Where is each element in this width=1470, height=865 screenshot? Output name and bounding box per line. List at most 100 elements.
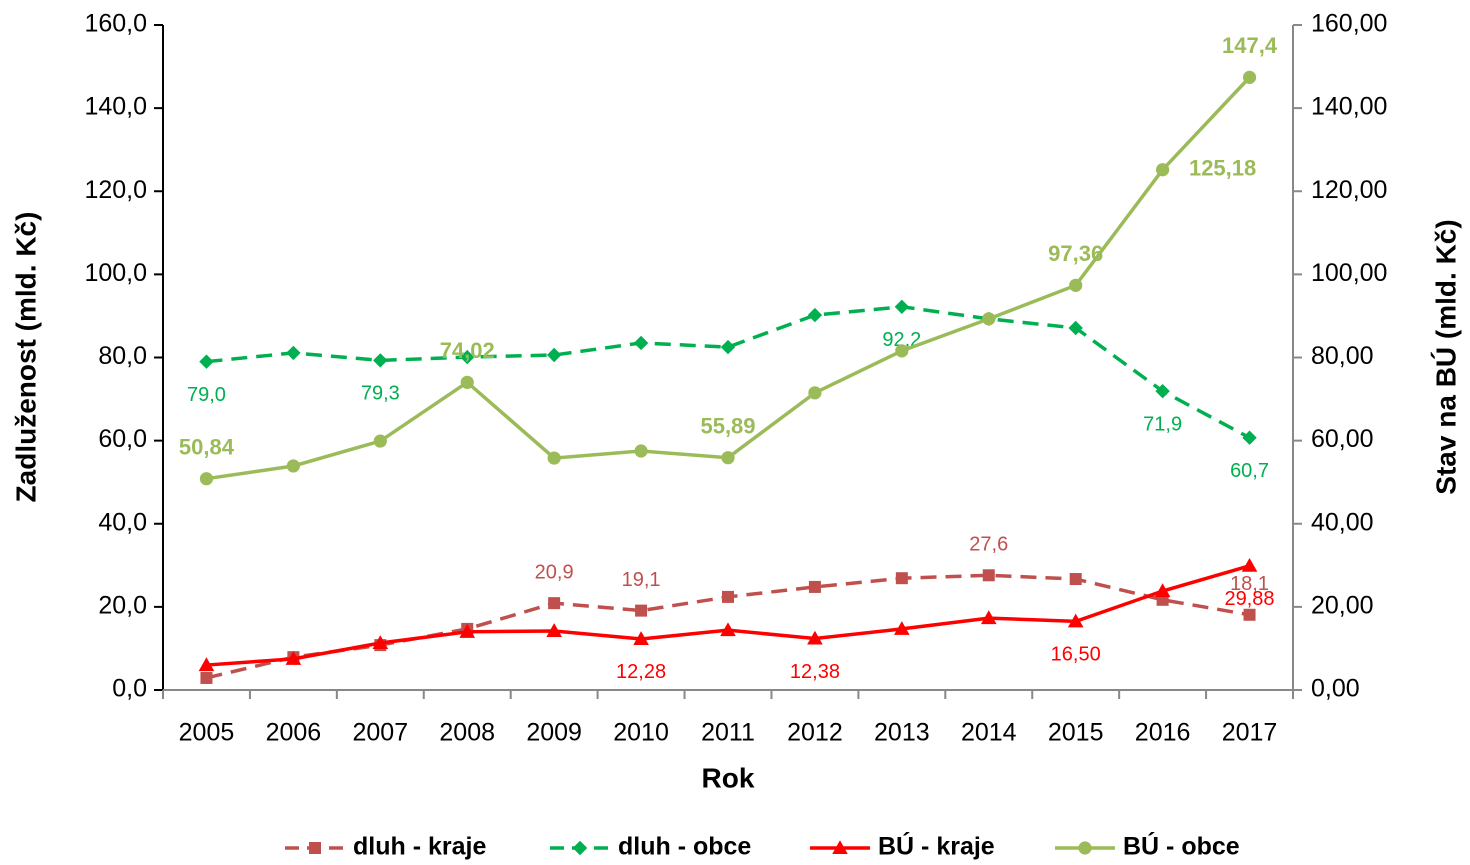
x-tick-label: 2009 — [526, 719, 582, 747]
y2-tick-label: 20,00 — [1311, 591, 1374, 619]
marker — [1242, 70, 1257, 84]
marker — [286, 459, 300, 473]
legend-label: dluh - obce — [618, 833, 751, 861]
marker — [572, 840, 588, 856]
marker — [633, 631, 649, 645]
x-tick-label: 2012 — [787, 719, 843, 747]
y2-tick-label: 160,00 — [1311, 10, 1387, 38]
y2-tick-label: 140,00 — [1311, 93, 1387, 121]
y-tick-label: 120,0 — [84, 176, 147, 204]
legend-label: BÚ - obce — [1123, 831, 1240, 861]
marker — [633, 335, 649, 351]
data-label: 29,88 — [1225, 588, 1275, 610]
y-tick-label: 0,0 — [112, 675, 147, 703]
marker — [1154, 583, 1171, 598]
marker — [1078, 841, 1092, 855]
x-tick-label: 2005 — [179, 719, 235, 747]
x-axis-title: Rok — [702, 762, 755, 793]
marker — [1069, 573, 1082, 586]
y2-tick-label: 0,00 — [1311, 675, 1360, 703]
data-label: 12,28 — [616, 661, 666, 683]
data-label: 12,38 — [790, 661, 840, 683]
data-label: 79,3 — [361, 383, 400, 405]
data-label: 79,0 — [187, 384, 226, 406]
y-tick-label: 40,0 — [98, 508, 147, 536]
y-tick-label: 140,0 — [84, 93, 147, 121]
data-label: 125,18 — [1189, 156, 1256, 181]
marker — [309, 842, 321, 854]
marker — [373, 434, 387, 448]
marker — [720, 622, 736, 637]
marker — [547, 451, 561, 465]
marker — [1155, 383, 1170, 399]
marker — [1067, 613, 1084, 628]
marker — [720, 339, 736, 355]
marker — [895, 572, 908, 585]
marker — [721, 451, 735, 465]
marker — [1243, 608, 1256, 621]
y-tick-label: 100,0 — [84, 259, 147, 287]
marker — [373, 353, 388, 368]
marker — [548, 597, 561, 610]
y2-tick-label: 100,00 — [1311, 259, 1387, 287]
x-tick-label: 2006 — [266, 719, 322, 747]
x-tick-label: 2008 — [439, 719, 495, 747]
legend-label: dluh - kraje — [353, 833, 486, 861]
data-label: 97,36 — [1048, 241, 1103, 266]
marker — [546, 623, 562, 637]
y2-tick-label: 40,00 — [1311, 508, 1374, 536]
data-label: 27,6 — [969, 534, 1008, 556]
y-tick-label: 20,0 — [98, 591, 147, 619]
marker — [895, 344, 909, 358]
data-label: 74,02 — [440, 338, 495, 363]
y-axis-title: Zadluženost (mld. Kč) — [10, 212, 41, 503]
y2-axis-title: Stav na BÚ (mld. Kč) — [1430, 219, 1461, 494]
marker — [634, 444, 648, 458]
data-label: 50,84 — [179, 435, 235, 460]
marker — [285, 651, 302, 665]
marker — [1068, 320, 1083, 336]
marker — [808, 580, 821, 593]
y-tick-label: 160,0 — [84, 10, 147, 38]
marker — [1242, 430, 1257, 445]
marker — [807, 630, 823, 645]
x-tick-label: 2010 — [613, 719, 669, 747]
data-label: 60,7 — [1230, 460, 1269, 482]
x-tick-label: 2014 — [961, 719, 1017, 747]
marker — [982, 569, 995, 582]
y2-tick-label: 60,00 — [1311, 425, 1374, 453]
y-tick-label: 80,0 — [98, 342, 147, 370]
marker — [1156, 163, 1170, 177]
data-label: 55,89 — [700, 414, 755, 439]
data-label: 71,9 — [1143, 413, 1182, 435]
x-tick-label: 2007 — [352, 719, 408, 747]
marker — [199, 472, 214, 486]
marker — [459, 624, 476, 638]
marker — [200, 671, 213, 684]
marker — [894, 621, 910, 635]
x-tick-label: 2016 — [1135, 719, 1191, 747]
data-label: 147,4 — [1222, 33, 1278, 58]
marker — [635, 604, 648, 617]
x-tick-label: 2015 — [1048, 719, 1104, 747]
y-tick-label: 60,0 — [98, 425, 147, 453]
marker — [832, 840, 848, 854]
y2-tick-label: 120,00 — [1311, 176, 1387, 204]
legend-label: BÚ - kraje — [878, 831, 995, 861]
marker — [808, 386, 822, 400]
y2-tick-label: 80,00 — [1311, 342, 1374, 370]
x-tick-label: 2013 — [874, 719, 930, 747]
marker — [198, 657, 215, 672]
marker — [372, 635, 389, 650]
marker — [722, 590, 734, 603]
data-label: 20,9 — [535, 561, 574, 583]
marker — [807, 307, 823, 323]
data-label: 19,1 — [622, 569, 661, 591]
data-label: 16,50 — [1051, 644, 1101, 666]
x-tick-label: 2011 — [701, 719, 755, 747]
x-tick-label: 2017 — [1222, 719, 1278, 747]
marker — [460, 375, 474, 389]
marker — [1241, 558, 1258, 572]
data-label: 18,1 — [1230, 573, 1269, 595]
marker — [982, 312, 996, 326]
